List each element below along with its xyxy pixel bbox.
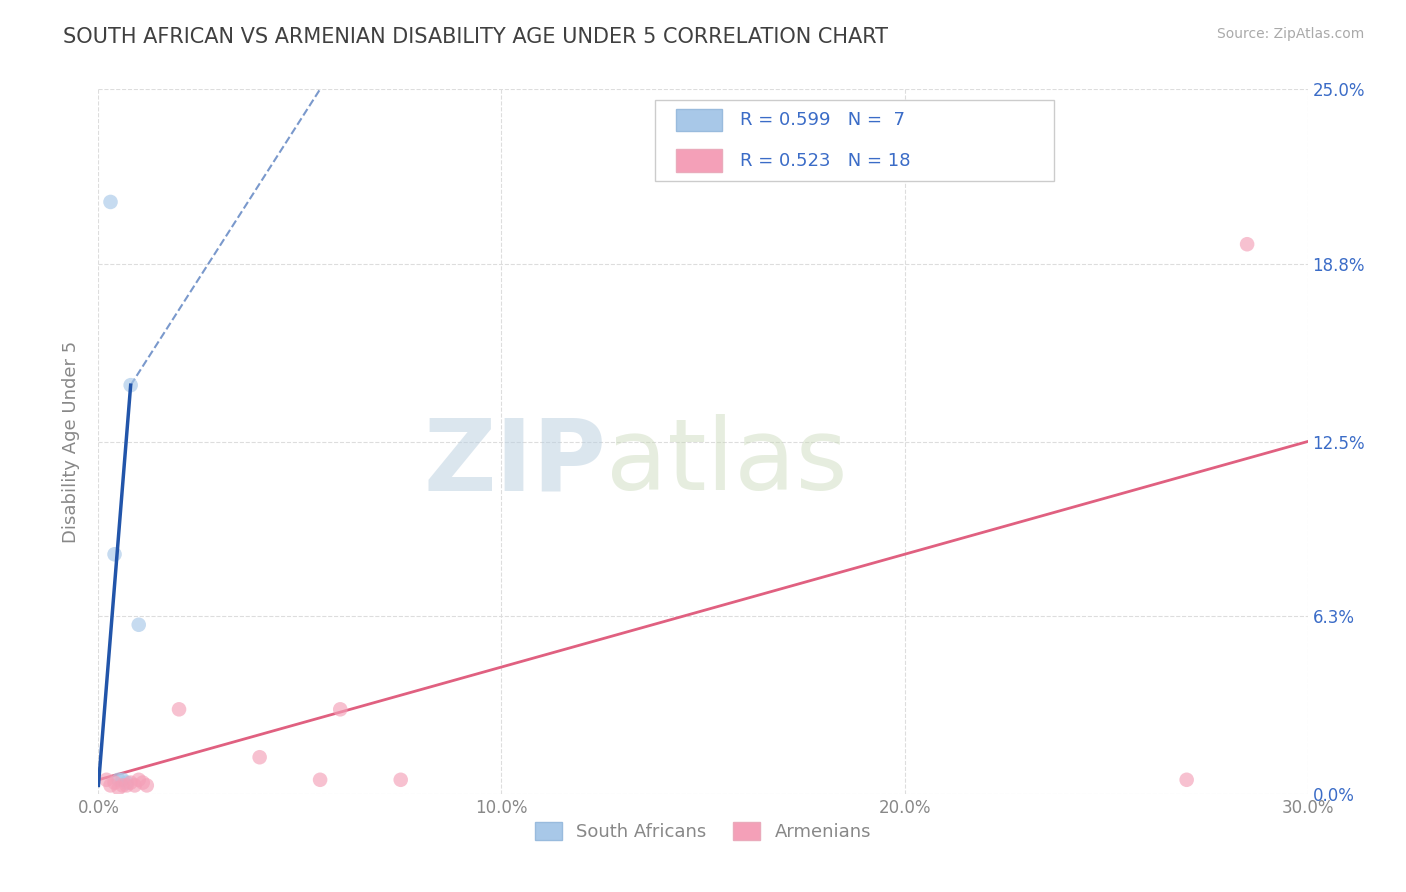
Point	[128, 617, 150, 632]
FancyBboxPatch shape	[676, 109, 723, 131]
Point	[249, 750, 271, 764]
Point	[107, 781, 129, 796]
Point	[103, 775, 125, 789]
Point	[115, 775, 138, 789]
FancyBboxPatch shape	[655, 100, 1053, 181]
Point	[389, 772, 412, 787]
Text: Source: ZipAtlas.com: Source: ZipAtlas.com	[1216, 27, 1364, 41]
Point	[103, 547, 125, 561]
Text: SOUTH AFRICAN VS ARMENIAN DISABILITY AGE UNDER 5 CORRELATION CHART: SOUTH AFRICAN VS ARMENIAN DISABILITY AGE…	[63, 27, 889, 46]
Point	[111, 772, 134, 787]
Point	[309, 772, 332, 787]
Point	[100, 779, 122, 793]
Point	[124, 779, 146, 793]
Point	[132, 775, 155, 789]
Point	[167, 702, 190, 716]
Y-axis label: Disability Age Under 5: Disability Age Under 5	[62, 341, 80, 542]
Point	[120, 378, 142, 392]
Point	[96, 772, 118, 787]
Legend: South Africans, Armenians: South Africans, Armenians	[527, 814, 879, 848]
Point	[100, 194, 122, 209]
Point	[128, 772, 150, 787]
Text: R = 0.523   N = 18: R = 0.523 N = 18	[741, 152, 911, 169]
Point	[120, 775, 142, 789]
Point	[111, 779, 134, 793]
Point	[115, 779, 138, 793]
Point	[107, 772, 129, 787]
Point	[135, 779, 157, 793]
Text: ZIP: ZIP	[423, 414, 606, 511]
FancyBboxPatch shape	[676, 149, 723, 171]
Text: atlas: atlas	[606, 414, 848, 511]
Text: R = 0.599   N =  7: R = 0.599 N = 7	[741, 111, 905, 129]
Point	[329, 702, 352, 716]
Point	[1175, 772, 1198, 787]
Point	[1236, 237, 1258, 252]
